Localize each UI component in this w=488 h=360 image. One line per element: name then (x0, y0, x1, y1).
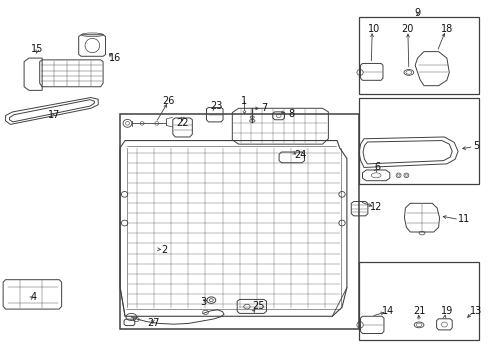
Text: 1: 1 (241, 96, 247, 106)
Text: 23: 23 (210, 102, 222, 112)
Text: 24: 24 (294, 150, 306, 160)
Bar (120, 114, 358, 329)
Text: 4: 4 (31, 292, 37, 302)
Text: 15: 15 (31, 44, 43, 54)
Text: 5: 5 (472, 141, 478, 151)
Text: 18: 18 (440, 24, 452, 35)
Text: 13: 13 (469, 306, 481, 316)
Text: 16: 16 (109, 53, 121, 63)
Text: 26: 26 (163, 96, 175, 106)
Text: 22: 22 (176, 118, 188, 128)
Text: 25: 25 (252, 301, 264, 311)
Text: 20: 20 (401, 24, 413, 35)
Text: 14: 14 (382, 306, 394, 316)
Text: 8: 8 (288, 109, 294, 119)
Text: 10: 10 (367, 24, 380, 35)
Text: 7: 7 (260, 103, 266, 113)
Text: 17: 17 (48, 111, 61, 121)
Text: 6: 6 (374, 162, 380, 172)
Bar (358, 262, 478, 339)
Text: 3: 3 (200, 297, 206, 307)
Text: 2: 2 (161, 245, 167, 255)
Text: 19: 19 (440, 306, 452, 316)
Bar (358, 98, 478, 184)
Text: 27: 27 (147, 319, 160, 328)
Text: 21: 21 (412, 306, 425, 316)
Text: 9: 9 (414, 8, 420, 18)
Text: 12: 12 (369, 202, 382, 212)
Bar (358, 17, 478, 94)
Text: 11: 11 (457, 215, 469, 224)
